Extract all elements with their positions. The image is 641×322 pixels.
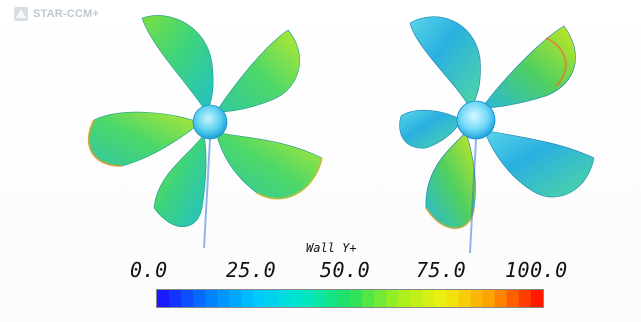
blade-bottom-left — [425, 131, 476, 229]
colorbar-tick-label: 75.0 — [416, 258, 467, 282]
blade-left — [399, 109, 463, 149]
propeller-view-left[interactable] — [82, 8, 332, 248]
colorbar-swatch — [530, 290, 543, 307]
colorbar-swatch — [289, 290, 303, 307]
colorbar-swatch — [446, 290, 460, 307]
blade-top-right — [215, 29, 300, 113]
colorbar-swatch — [362, 290, 375, 307]
propeller-hub — [456, 100, 496, 140]
colorbar-swatch — [350, 290, 363, 307]
blade-bottom-right — [483, 129, 595, 198]
colorbar-swatch — [325, 290, 339, 307]
propeller-hub — [192, 104, 228, 140]
colorbar-swatch — [313, 290, 327, 307]
colorbar-swatch — [229, 290, 242, 307]
colorbar-swatch — [374, 290, 387, 307]
colorbar-swatch — [470, 290, 484, 307]
colorbar-swatch — [205, 290, 218, 307]
blade-top-right — [481, 25, 576, 109]
colorbar-tick-label: 0.0 — [130, 258, 168, 282]
colorbar-swatch — [386, 290, 399, 307]
colorbar-swatch — [434, 290, 447, 307]
colorbar-swatch — [301, 290, 315, 307]
colorbar-tick-label: 100.0 — [505, 258, 568, 282]
colorbar-swatch — [169, 290, 182, 307]
colorbar-swatch — [181, 290, 194, 307]
colorbar-swatch — [494, 290, 508, 307]
app-logo: STAR-CCM+ — [13, 6, 99, 22]
colorbar-swatch — [277, 290, 291, 307]
colorbar-swatch — [398, 290, 411, 307]
colorbar-swatches — [157, 290, 543, 307]
blade-bottom-right — [215, 131, 323, 200]
propeller-view-right[interactable] — [396, 8, 596, 253]
colorbar-swatch — [337, 290, 351, 307]
colorbar-title: Wall Y+ — [306, 241, 357, 255]
colorbar-swatch — [518, 290, 532, 307]
colorbar-swatch — [217, 290, 230, 307]
colorbar-swatch — [253, 290, 267, 307]
colorbar-swatch — [193, 290, 206, 307]
colorbar-swatch — [482, 290, 496, 307]
blade-top-left — [409, 16, 481, 109]
colorbar-swatch — [506, 290, 520, 307]
app-logo-text: STAR-CCM+ — [33, 8, 100, 20]
colorbar-swatch — [265, 290, 279, 307]
colorbar-tick-label: 50.0 — [320, 258, 371, 282]
colorbar-swatch — [422, 290, 435, 307]
colorbar — [156, 289, 544, 308]
colorbar-swatch — [157, 290, 170, 307]
star-ccm-logo-icon — [14, 7, 28, 21]
colorbar-swatch — [410, 290, 423, 307]
blade-bottom-left — [153, 133, 207, 228]
colorbar-swatch — [458, 290, 472, 307]
colorbar-tick-label: 25.0 — [226, 258, 277, 282]
blade-top-left — [141, 15, 214, 113]
colorbar-swatch — [241, 290, 254, 307]
